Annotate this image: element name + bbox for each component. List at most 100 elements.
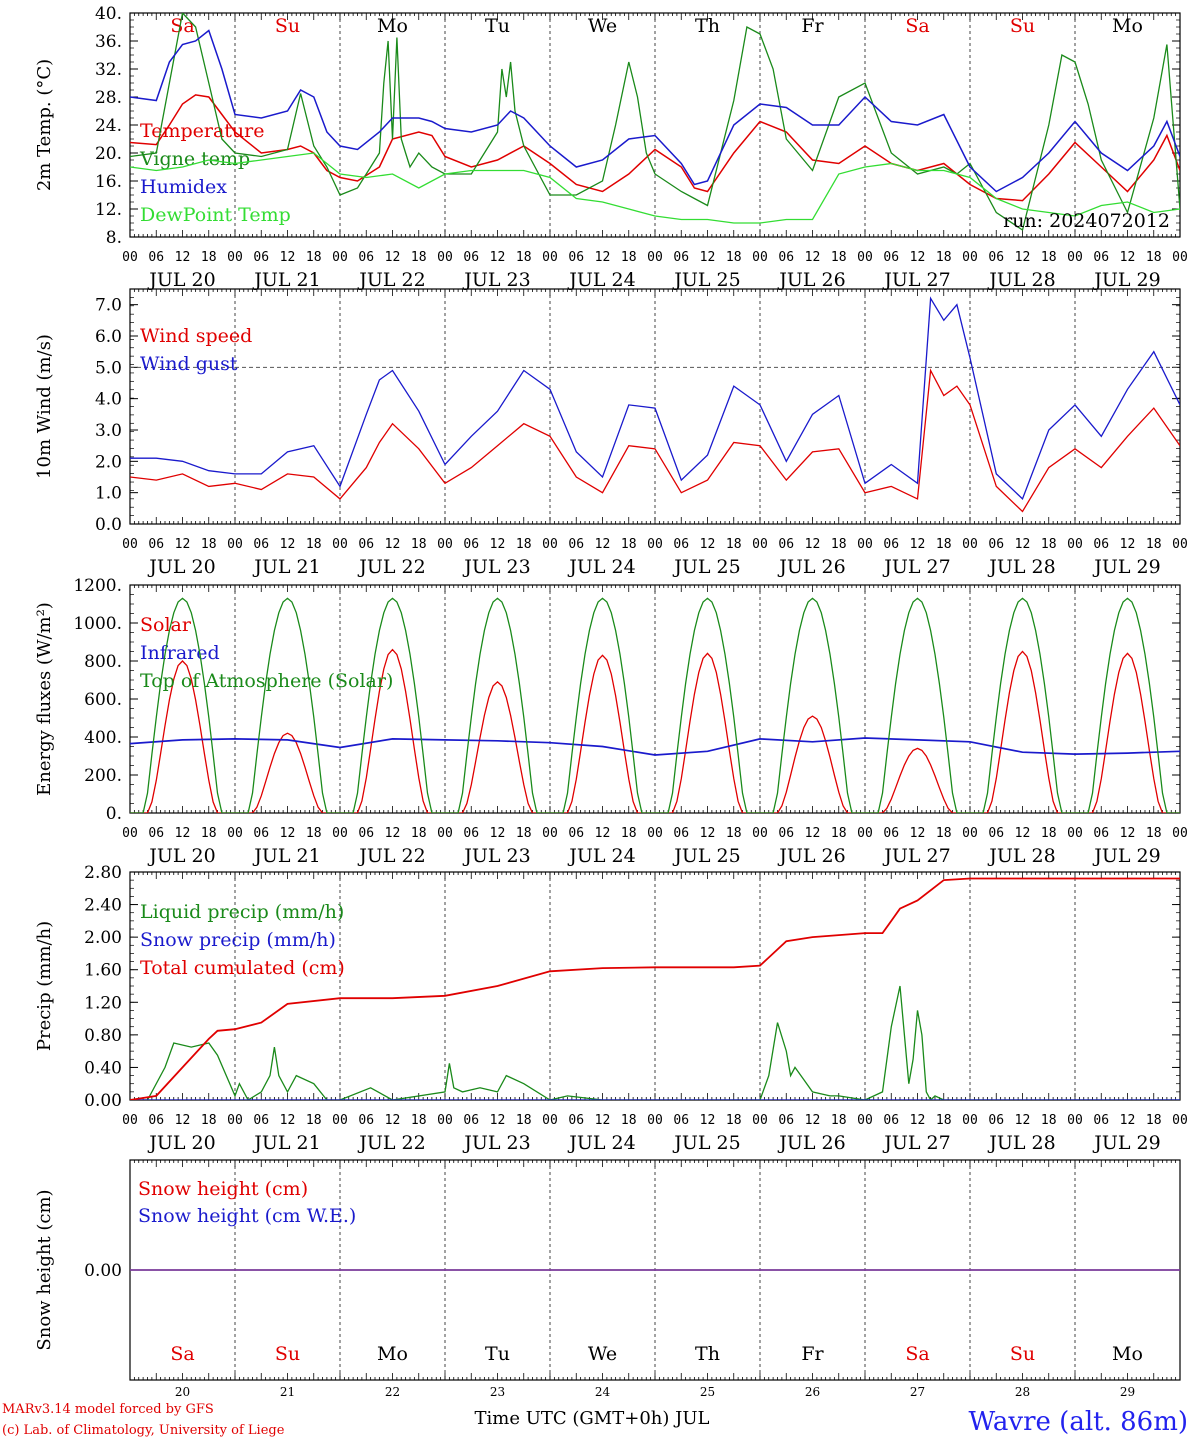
- y-tick-label: 32.: [95, 60, 122, 80]
- credit-line-2: (c) Lab. of Climatology, University of L…: [2, 1423, 285, 1438]
- hour-tick-label: 18: [621, 1113, 637, 1128]
- date-label: JUL 25: [672, 845, 740, 867]
- date-label: JUL 23: [462, 269, 530, 291]
- hour-tick-label: 00: [1172, 537, 1188, 552]
- hour-tick-label: 12: [280, 250, 296, 265]
- series-line-wind-gust: [130, 296, 1180, 501]
- hour-tick-label: 06: [463, 250, 479, 265]
- hour-tick-label: 06: [778, 826, 794, 841]
- date-label: JUL 20: [147, 269, 215, 291]
- hour-tick-label: 00: [227, 250, 243, 265]
- hour-tick-label: 12: [490, 250, 506, 265]
- legend-entry: Top of Atmosphere (Solar): [140, 670, 393, 692]
- y-axis-label: 10m Wind (m/s): [34, 334, 55, 479]
- hour-tick-label: 00: [332, 1113, 348, 1128]
- legend-entry: Temperature: [140, 120, 264, 142]
- hour-tick-label: 12: [385, 826, 401, 841]
- date-label: JUL 27: [882, 845, 950, 867]
- series-line-total-cumulated-cm-: [130, 877, 1180, 1100]
- hour-tick-label: 00: [437, 250, 453, 265]
- hour-tick-label: 18: [1041, 826, 1057, 841]
- hour-tick-label: 00: [1172, 1113, 1188, 1128]
- hour-tick-label: 06: [883, 1113, 899, 1128]
- hour-tick-label: 18: [936, 537, 952, 552]
- hour-tick-label: 00: [122, 826, 138, 841]
- series-line-wind-speed: [130, 368, 1180, 513]
- hour-tick-label: 12: [910, 1113, 926, 1128]
- hour-tick-label: 06: [988, 250, 1004, 265]
- hour-tick-label: 06: [988, 1113, 1004, 1128]
- hour-tick-label: 06: [568, 537, 584, 552]
- hour-tick-label: 18: [831, 1113, 847, 1128]
- hour-tick-label: 12: [805, 1113, 821, 1128]
- y-tick-label: 16.: [95, 172, 122, 192]
- hour-tick-label: 00: [122, 250, 138, 265]
- y-tick-label: 400.: [84, 728, 122, 748]
- hour-tick-label: 12: [805, 250, 821, 265]
- y-axis-label: Precip (mm/h): [34, 921, 55, 1051]
- legend-entry: Solar: [140, 614, 192, 636]
- hour-tick-label: 00: [857, 826, 873, 841]
- hour-tick-label: 00: [227, 537, 243, 552]
- panels: 8. 12. 16. 20. 24. 28. 32. 36. 40. 2m Temp. (°C) 0…: [34, 4, 1188, 1399]
- hour-tick-label: 12: [280, 826, 296, 841]
- series-line-liquid-precip-mm-h-: [130, 985, 1180, 1100]
- hour-tick-label: 06: [673, 1113, 689, 1128]
- y-tick-label: 24.: [95, 116, 122, 136]
- day-number-label: 21: [280, 1385, 295, 1399]
- legend-entry: DewPoint Temp: [140, 204, 291, 226]
- date-label: JUL 22: [357, 845, 425, 867]
- day-of-week-label: Sa: [170, 1343, 194, 1365]
- hour-tick-label: 06: [148, 1113, 164, 1128]
- legend-entry: Humidex: [140, 176, 227, 198]
- hour-tick-label: 00: [647, 1113, 663, 1128]
- hour-tick-label: 18: [936, 250, 952, 265]
- hour-tick-label: 00: [857, 250, 873, 265]
- run-label: run: 2024072012: [1003, 210, 1170, 232]
- series-line-infrared: [130, 737, 1180, 756]
- date-label: JUL 24: [567, 556, 635, 578]
- hour-tick-label: 00: [752, 826, 768, 841]
- y-tick-label: 1.0: [95, 484, 122, 504]
- hour-tick-label: 00: [962, 1113, 978, 1128]
- series-line-dewpoint-temp: [130, 152, 1180, 224]
- hour-tick-label: 06: [463, 537, 479, 552]
- date-label: JUL 28: [987, 269, 1055, 291]
- series-line-humidex: [130, 29, 1180, 193]
- panel-snow: 0.00 Snow height (cm) Sa 20 Su 21 Mo 22 Tu 23 We 24…: [34, 1159, 1181, 1399]
- hour-tick-label: 00: [752, 250, 768, 265]
- hour-tick-label: 18: [516, 1113, 532, 1128]
- hour-tick-label: 12: [1015, 250, 1031, 265]
- hour-tick-label: 18: [516, 250, 532, 265]
- legend-entry: Total cumulated (cm): [140, 957, 345, 979]
- hour-tick-label: 12: [1120, 826, 1136, 841]
- y-tick-label: 2.80: [84, 863, 122, 883]
- hour-tick-label: 18: [516, 537, 532, 552]
- hour-tick-label: 06: [358, 250, 374, 265]
- hour-tick-label: 18: [1146, 537, 1162, 552]
- y-tick-label: 1200.: [73, 576, 122, 596]
- date-label: JUL 21: [252, 269, 320, 291]
- hour-tick-label: 12: [385, 1113, 401, 1128]
- panel-wind: 0.0 1.0 2.0 3.0 4.0 5.0 6.0 7.0 10m Wind (m/s) 00…: [34, 288, 1188, 578]
- hour-tick-label: 00: [227, 826, 243, 841]
- hour-tick-label: 06: [673, 250, 689, 265]
- hour-tick-label: 06: [568, 250, 584, 265]
- day-of-week-label: We: [588, 1343, 617, 1365]
- y-tick-label: 0.80: [84, 1026, 122, 1046]
- hour-tick-label: 18: [726, 250, 742, 265]
- day-of-week-label: Tu: [485, 15, 510, 37]
- date-label: JUL 24: [567, 1132, 635, 1154]
- day-number-label: 27: [910, 1385, 925, 1399]
- legend-entry: Liquid precip (mm/h): [140, 901, 344, 923]
- hour-tick-label: 12: [595, 1113, 611, 1128]
- hour-tick-label: 06: [778, 537, 794, 552]
- hour-tick-label: 18: [726, 537, 742, 552]
- date-label: JUL 27: [882, 1132, 950, 1154]
- date-label: JUL 28: [987, 556, 1055, 578]
- y-tick-label: 2.00: [84, 928, 122, 948]
- date-label: JUL 21: [252, 845, 320, 867]
- date-label: JUL 27: [882, 556, 950, 578]
- hour-tick-label: 12: [385, 250, 401, 265]
- hour-tick-label: 18: [831, 826, 847, 841]
